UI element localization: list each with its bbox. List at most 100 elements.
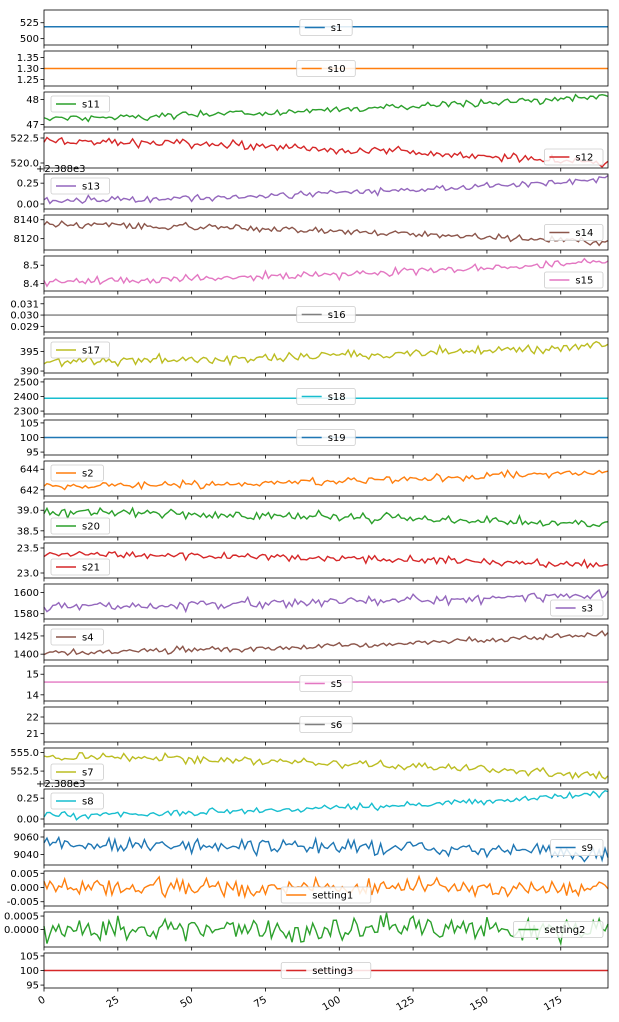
panel-s11: 47 48 s11 xyxy=(26,91,609,131)
panel-s12: 520.0 522.5 s12 xyxy=(10,132,609,172)
panel-s4: 1400 1425 s4 xyxy=(14,624,609,664)
x-tick-label: 100 xyxy=(321,995,343,1014)
panel-setting3: 95 100 105 setting3 xyxy=(20,951,609,992)
panel-frame xyxy=(43,788,609,825)
y-tick-label: 0.005 xyxy=(10,869,39,880)
legend-box xyxy=(299,675,353,692)
panel-s15: 8.4 8.5 s15 xyxy=(23,255,609,295)
series-line-s3 xyxy=(43,588,609,614)
panel-frame xyxy=(43,173,609,210)
series-line-s14 xyxy=(43,220,609,247)
offset-label: +2.388e3 xyxy=(36,779,86,790)
panel-frame xyxy=(43,542,609,579)
legend-label: s9 xyxy=(582,843,594,854)
legend: s8 xyxy=(50,792,104,810)
y-tick-label: 522.5 xyxy=(10,134,39,145)
y-tick-label: 100 xyxy=(20,433,39,444)
panel-frame xyxy=(43,255,609,292)
legend: s20 xyxy=(50,517,110,535)
y-tick-label: 23.5 xyxy=(17,544,39,555)
legend-box xyxy=(296,388,356,405)
y-tick-label: 2300 xyxy=(14,407,39,418)
panel-frame xyxy=(43,706,609,743)
panel-s5: 14 15 s5 xyxy=(26,665,609,705)
legend-box xyxy=(280,886,372,904)
series-line-s9 xyxy=(43,835,609,863)
offset-label: +2.388e3 xyxy=(36,164,86,175)
panel-s2: 642 644 s2 xyxy=(20,460,609,500)
legend: s16 xyxy=(296,306,356,323)
legend-box xyxy=(50,763,104,781)
legend-label: s11 xyxy=(82,100,100,111)
panel-frame xyxy=(43,501,609,538)
y-tick-label: 9060 xyxy=(14,833,39,844)
y-tick-label: 1.30 xyxy=(17,64,39,75)
panel-s10: 1.251.301.35 s10 xyxy=(17,50,609,90)
y-tick-label: 0.00 xyxy=(17,815,39,826)
series-line-s21 xyxy=(43,550,609,570)
legend: s2 xyxy=(50,464,104,482)
legend: s9 xyxy=(550,839,604,856)
legend-box xyxy=(280,962,372,979)
y-tick-label: 555.0 xyxy=(10,748,39,759)
panel-s9: 9040 9060 s9 xyxy=(14,829,609,869)
series-line-s4 xyxy=(43,630,609,656)
panel-s18: 2300 2400 2500 s18 xyxy=(14,377,609,418)
y-tick-label: 1600 xyxy=(14,588,39,599)
legend-label: s16 xyxy=(328,310,346,321)
legend-label: s13 xyxy=(82,182,100,193)
legend: s18 xyxy=(296,388,356,405)
legend-label: setting2 xyxy=(544,925,585,936)
panel-s21: 23.0 23.5 s21 xyxy=(17,542,609,582)
legend: s5 xyxy=(299,675,353,692)
legend-box xyxy=(299,716,353,733)
y-tick-label: 8120 xyxy=(14,234,39,245)
panel-frame xyxy=(43,460,609,497)
y-tick-label: 0.0000 xyxy=(4,925,39,936)
y-tick-label: 38.5 xyxy=(17,526,39,537)
panel-s6: 21 22 s6 xyxy=(26,706,609,746)
y-tick-label: 1.25 xyxy=(17,75,39,86)
panel-frame xyxy=(43,747,609,784)
legend-box xyxy=(50,792,104,810)
series-line-s20 xyxy=(43,506,609,528)
panel-s1: 500 525 s1 xyxy=(20,9,609,49)
panel-frame xyxy=(43,624,609,661)
legend-box xyxy=(544,224,604,241)
legend-label: s8 xyxy=(82,797,94,808)
legend: s13 xyxy=(50,177,110,195)
y-tick-label: 642 xyxy=(20,485,39,496)
panel-s13: 0.00 0.25 +2.388e3 s13 xyxy=(17,164,609,213)
legend-box xyxy=(550,839,604,856)
legend-label: s7 xyxy=(82,768,94,779)
series-line-s7 xyxy=(43,751,609,781)
y-tick-label: 8.4 xyxy=(23,279,39,290)
y-tick-label: 105 xyxy=(20,418,39,429)
y-tick-label: 525 xyxy=(20,18,39,29)
panel-s7: 552.5 555.0 s7 xyxy=(10,747,609,787)
legend-box xyxy=(50,95,110,113)
y-tick-label: 0.030 xyxy=(10,311,39,322)
panel-frame xyxy=(43,296,609,333)
legend-label: setting3 xyxy=(312,966,353,977)
legend: s4 xyxy=(50,628,104,646)
y-tick-label: 0.00 xyxy=(17,200,39,211)
series-line-s12 xyxy=(43,136,609,168)
legend: s21 xyxy=(50,558,110,576)
panel-s3: 1580 1600 s3 xyxy=(14,583,609,623)
x-tick-label: 125 xyxy=(395,995,417,1014)
y-tick-label: 14 xyxy=(26,690,39,701)
series-line-s15 xyxy=(43,257,609,288)
legend-label: s17 xyxy=(82,346,100,357)
y-tick-label: 0.031 xyxy=(10,299,39,310)
legend-label: s2 xyxy=(82,469,94,480)
panel-s19: 95 100 105 s19 xyxy=(20,418,609,459)
legend-label: s3 xyxy=(582,604,594,615)
y-tick-label: 395 xyxy=(20,347,39,358)
legend-box xyxy=(513,921,604,938)
y-tick-label: 39.0 xyxy=(17,506,39,517)
y-tick-label: 0.25 xyxy=(17,794,39,805)
panel-s20: 38.5 39.0 s20 xyxy=(17,501,609,541)
x-tick-label: 150 xyxy=(468,995,490,1014)
